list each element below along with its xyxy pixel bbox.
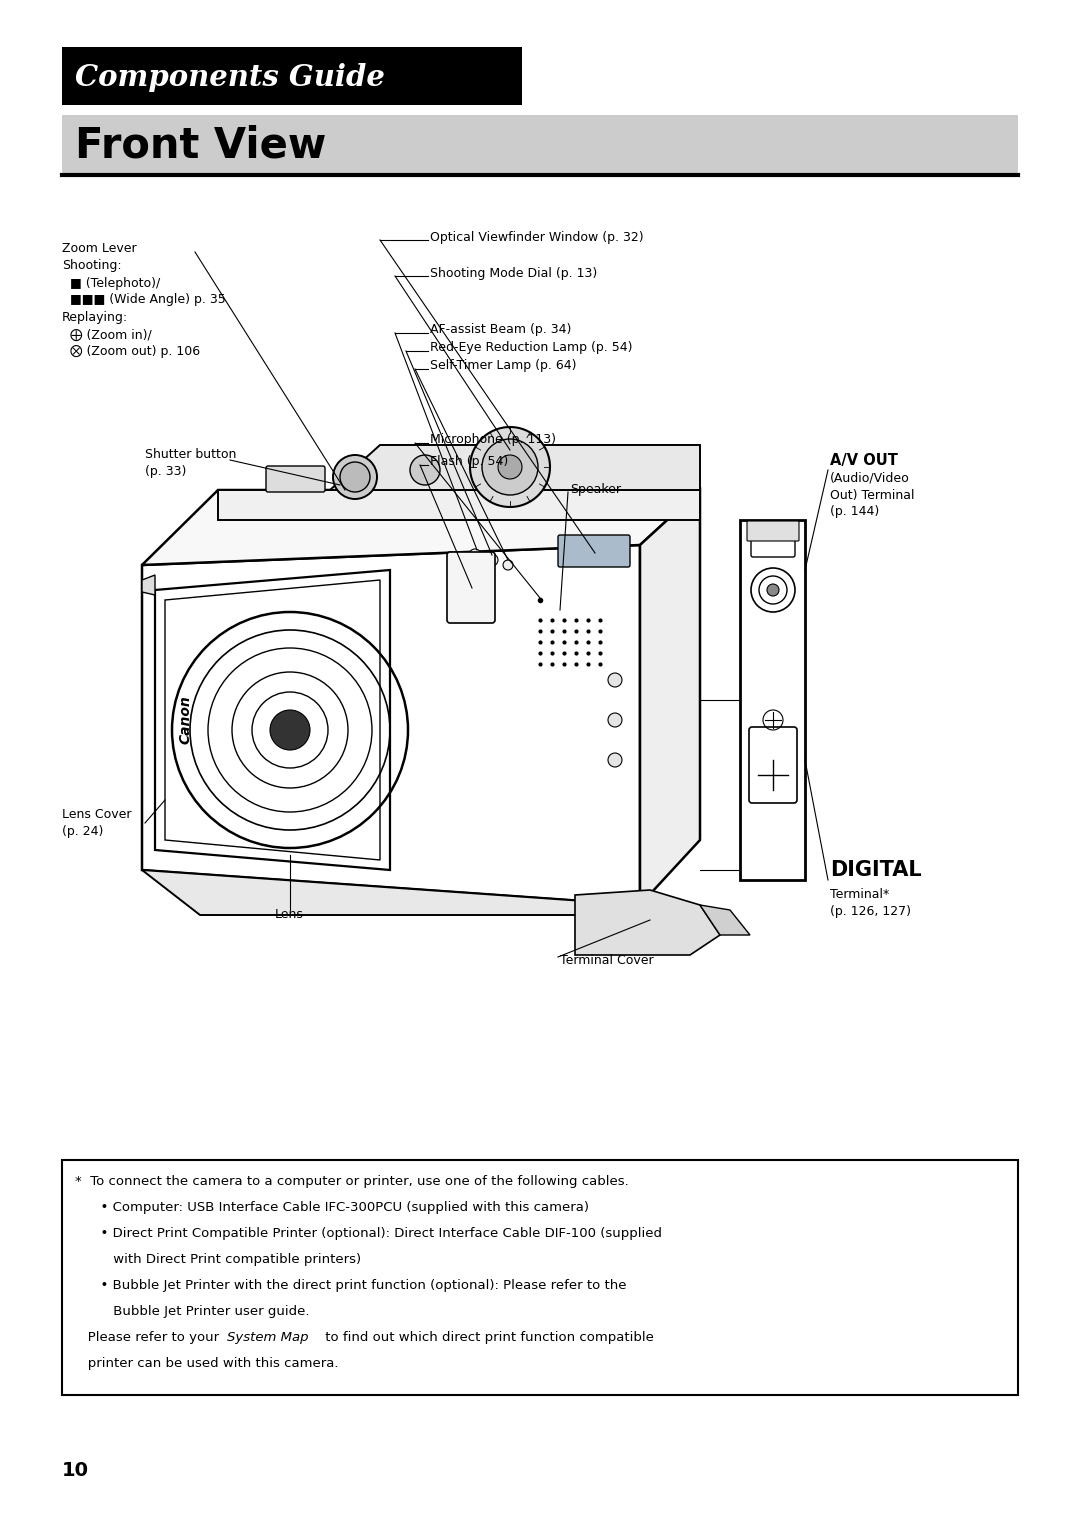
FancyBboxPatch shape: [558, 535, 630, 567]
Polygon shape: [141, 575, 156, 595]
Text: ⨁ (Zoom in)/: ⨁ (Zoom in)/: [70, 329, 152, 341]
Text: to find out which direct print function compatible: to find out which direct print function …: [321, 1332, 653, 1344]
Circle shape: [270, 709, 310, 751]
Text: (p. 144): (p. 144): [831, 506, 879, 518]
Text: Terminal Cover: Terminal Cover: [561, 954, 653, 966]
Circle shape: [608, 673, 622, 687]
Text: DIGITAL: DIGITAL: [831, 859, 921, 881]
Circle shape: [340, 462, 370, 492]
Circle shape: [482, 439, 538, 495]
Polygon shape: [141, 544, 640, 905]
Text: Red-Eye Reduction Lamp (p. 54): Red-Eye Reduction Lamp (p. 54): [430, 341, 633, 355]
Text: *  To connect the camera to a computer or printer, use one of the following cabl: * To connect the camera to a computer or…: [75, 1174, 629, 1188]
Text: Shooting Mode Dial (p. 13): Shooting Mode Dial (p. 13): [430, 266, 597, 280]
Polygon shape: [218, 489, 700, 520]
Circle shape: [469, 549, 481, 561]
Text: A/V OUT: A/V OUT: [831, 453, 897, 468]
Text: (p. 24): (p. 24): [62, 826, 104, 838]
Text: Zoom Lever: Zoom Lever: [62, 242, 137, 254]
Bar: [62, 115, 1018, 174]
Polygon shape: [330, 445, 700, 489]
Text: Microphone (p. 113): Microphone (p. 113): [430, 434, 556, 446]
Text: • Computer: USB Interface Cable IFC-300PCU (supplied with this camera): • Computer: USB Interface Cable IFC-300P…: [75, 1200, 589, 1214]
Text: ■■■ (Wide Angle) p. 35: ■■■ (Wide Angle) p. 35: [70, 294, 226, 306]
Text: Flash (p. 54): Flash (p. 54): [430, 456, 509, 468]
Text: Replaying:: Replaying:: [62, 310, 129, 324]
Text: AF-assist Beam (p. 34): AF-assist Beam (p. 34): [430, 324, 571, 336]
Polygon shape: [156, 570, 390, 870]
Polygon shape: [141, 489, 700, 566]
FancyBboxPatch shape: [62, 1161, 1018, 1394]
Text: Please refer to your: Please refer to your: [75, 1332, 224, 1344]
Text: Front View: Front View: [75, 124, 326, 167]
Circle shape: [767, 584, 779, 596]
Circle shape: [486, 553, 498, 566]
Text: ⨂ (Zoom out) p. 106: ⨂ (Zoom out) p. 106: [70, 346, 200, 358]
Text: • Bubble Jet Printer with the direct print function (optional): Please refer to : • Bubble Jet Printer with the direct pri…: [75, 1278, 626, 1292]
Bar: [62, 47, 522, 106]
Circle shape: [410, 456, 440, 485]
Text: Lens Cover: Lens Cover: [62, 809, 132, 821]
Text: (p. 33): (p. 33): [145, 465, 187, 479]
Polygon shape: [640, 489, 700, 905]
FancyBboxPatch shape: [266, 466, 325, 492]
Text: Canon: Canon: [178, 696, 192, 745]
Circle shape: [498, 456, 522, 479]
Text: with Direct Print compatible printers): with Direct Print compatible printers): [75, 1252, 361, 1266]
Polygon shape: [740, 520, 805, 881]
Polygon shape: [141, 870, 640, 914]
Text: Lens: Lens: [275, 908, 303, 922]
Text: Components Guide: Components Guide: [75, 63, 384, 92]
Circle shape: [608, 752, 622, 768]
Polygon shape: [700, 905, 750, 936]
Text: Out) Terminal: Out) Terminal: [831, 488, 915, 502]
Circle shape: [608, 713, 622, 726]
FancyBboxPatch shape: [747, 521, 799, 541]
Text: Optical Viewfinder Window (p. 32): Optical Viewfinder Window (p. 32): [430, 231, 644, 243]
Polygon shape: [575, 890, 720, 956]
Circle shape: [333, 456, 377, 498]
Text: (Audio/Video: (Audio/Video: [831, 471, 909, 485]
Text: Shutter button: Shutter button: [145, 448, 237, 462]
Text: Terminal*: Terminal*: [831, 888, 889, 902]
Text: (p. 126, 127): (p. 126, 127): [831, 905, 912, 919]
FancyBboxPatch shape: [750, 726, 797, 803]
Text: Shooting:: Shooting:: [62, 258, 122, 272]
Text: Speaker: Speaker: [570, 483, 621, 497]
Text: 10: 10: [62, 1460, 89, 1480]
Circle shape: [470, 427, 550, 508]
Text: System Map: System Map: [227, 1332, 309, 1344]
Text: Bubble Jet Printer user guide.: Bubble Jet Printer user guide.: [75, 1304, 310, 1318]
FancyBboxPatch shape: [447, 552, 495, 622]
Text: • Direct Print Compatible Printer (optional): Direct Interface Cable DIF-100 (su: • Direct Print Compatible Printer (optio…: [75, 1226, 662, 1240]
Text: printer can be used with this camera.: printer can be used with this camera.: [75, 1358, 338, 1370]
Circle shape: [503, 560, 513, 570]
Text: ■ (Telephoto)/: ■ (Telephoto)/: [70, 277, 160, 289]
Text: Self-Timer Lamp (p. 64): Self-Timer Lamp (p. 64): [430, 359, 577, 373]
